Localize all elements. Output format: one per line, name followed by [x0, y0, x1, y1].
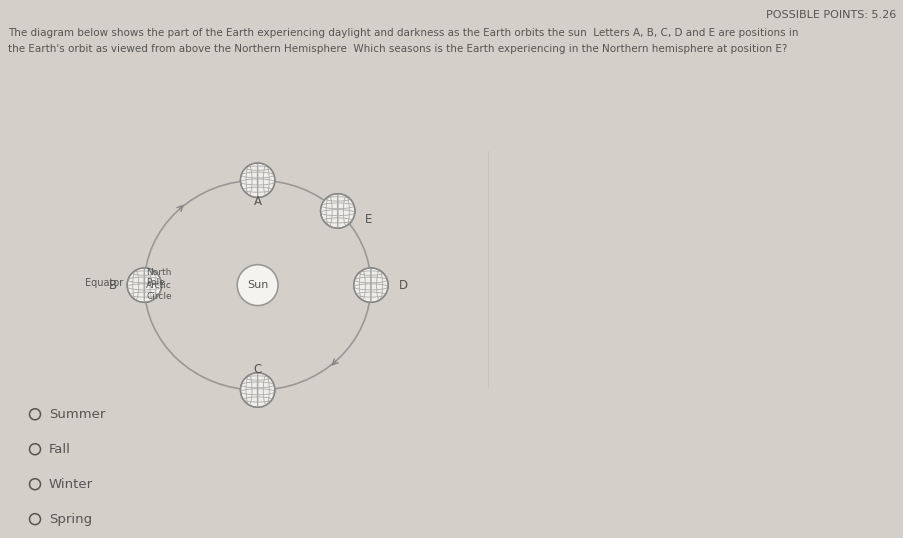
Text: POSSIBLE POINTS: 5.26: POSSIBLE POINTS: 5.26	[765, 10, 895, 20]
Circle shape	[240, 373, 275, 407]
Text: C: C	[253, 363, 262, 376]
Circle shape	[321, 194, 355, 228]
Text: Fall: Fall	[49, 443, 70, 456]
Text: Winter: Winter	[49, 478, 93, 491]
Text: the Earth's orbit as viewed from above the Northern Hemisphere  Which seasons is: the Earth's orbit as viewed from above t…	[8, 44, 787, 54]
Circle shape	[127, 268, 162, 302]
Text: D: D	[398, 279, 407, 292]
Circle shape	[240, 163, 275, 197]
Text: North
Pole: North Pole	[146, 268, 172, 287]
Text: Sun: Sun	[247, 280, 268, 290]
Text: The diagram below shows the part of the Earth experiencing daylight and darkness: The diagram below shows the part of the …	[8, 28, 797, 38]
Circle shape	[237, 265, 278, 306]
Text: Equator: Equator	[85, 279, 123, 288]
Text: Arctic
Circle: Arctic Circle	[146, 281, 172, 301]
Text: Summer: Summer	[49, 408, 106, 421]
Text: Spring: Spring	[49, 513, 92, 526]
Text: E: E	[365, 213, 372, 226]
Text: B: B	[108, 279, 116, 292]
Circle shape	[353, 268, 387, 302]
Text: A: A	[254, 195, 261, 208]
